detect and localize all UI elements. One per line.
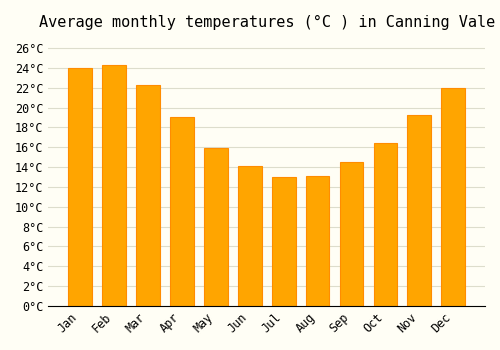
Bar <box>204 148 228 306</box>
Bar <box>68 68 92 306</box>
Bar <box>102 65 126 306</box>
Bar <box>442 88 465 306</box>
Bar <box>340 162 363 306</box>
Bar <box>272 177 295 306</box>
Bar <box>374 143 398 306</box>
Bar <box>408 116 431 306</box>
Bar <box>136 85 160 306</box>
Bar <box>306 176 330 306</box>
Bar <box>170 118 194 306</box>
Title: Average monthly temperatures (°C ) in Canning Vale: Average monthly temperatures (°C ) in Ca… <box>38 15 495 30</box>
Bar <box>238 166 262 306</box>
